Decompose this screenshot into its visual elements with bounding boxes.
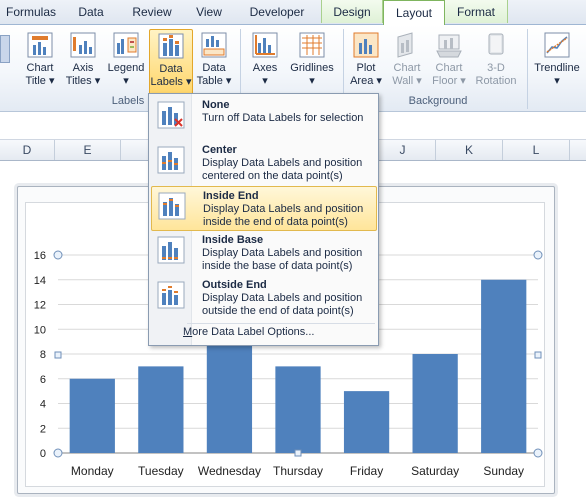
tab-format[interactable]: Format [445, 0, 508, 23]
chart-title-button[interactable]: Chart Title ▾ [20, 29, 60, 93]
3d-rotation-button[interactable]: 3-D Rotation [471, 29, 521, 93]
data-labels-icon [156, 32, 186, 60]
column-header-d[interactable]: D [0, 140, 55, 160]
menu-item-outside-end[interactable]: Outside End Display Data Labels and posi… [151, 276, 375, 319]
chart-wall-icon [392, 31, 422, 59]
menu-item-description: Display Data Labels and position centere… [202, 157, 363, 182]
ribbon: Chart Title ▾ Axis Titles ▾ Legend ▾ Dat… [0, 25, 586, 112]
menu-item-description: Turn off Data Labels for selection [202, 112, 364, 124]
tab-view[interactable]: View [196, 5, 222, 19]
plot-area-icon [351, 31, 381, 59]
tab-review[interactable]: Review [132, 5, 172, 19]
menu-item-title: Outside End [202, 279, 267, 291]
group-separator [240, 29, 241, 109]
column-header-j[interactable]: J [370, 140, 436, 160]
inside-base-labels-icon [157, 236, 185, 264]
chart-title-icon [25, 31, 55, 59]
menu-item-title: Center [202, 144, 237, 156]
menu-item-title: Inside End [203, 190, 259, 202]
center-labels-icon [157, 146, 185, 174]
group-separator [343, 29, 344, 109]
data-table-button[interactable]: Data Table ▾ [194, 29, 234, 93]
3d-rotation-icon [481, 31, 511, 59]
more-data-label-options[interactable]: More Data Label Options... [183, 326, 315, 338]
chart-floor-button[interactable]: Chart Floor ▾ [428, 29, 470, 93]
menu-item-none[interactable]: None Turn off Data Labels for selection [151, 96, 375, 139]
data-table-icon [199, 31, 229, 59]
group-separator [527, 29, 528, 109]
gridlines-icon [297, 31, 327, 59]
gridlines-button[interactable]: Gridlines ▾ [286, 29, 338, 93]
data-labels-button[interactable]: Data Labels ▾ [149, 29, 193, 95]
menu-item-title: None [202, 99, 230, 111]
tab-data[interactable]: Data [78, 5, 104, 19]
plot-area-button[interactable]: Plot Area ▾ [348, 29, 384, 93]
menu-item-title: Inside Base [202, 234, 264, 246]
menu-separator [187, 323, 375, 324]
tab-developer[interactable]: Developer [249, 5, 305, 19]
axis-titles-button[interactable]: Axis Titles ▾ [63, 29, 103, 93]
trendline-icon [542, 31, 572, 59]
tab-formulas[interactable]: Formulas [5, 5, 56, 19]
trendline-button[interactable]: Trendline ▾ [530, 29, 584, 93]
tab-layout[interactable]: Layout [383, 0, 445, 25]
column-header-k[interactable]: K [436, 140, 503, 160]
none-labels-icon [157, 101, 185, 129]
menu-item-description: Display Data Labels and position inside … [203, 203, 364, 228]
outside-end-labels-icon [157, 281, 185, 309]
tab-design[interactable]: Design [321, 0, 383, 23]
legend-icon [111, 31, 141, 59]
menu-item-center[interactable]: Center Display Data Labels and position … [151, 141, 375, 184]
inside-end-labels-icon [158, 192, 186, 220]
chart-floor-icon [434, 31, 464, 59]
axis-titles-icon [68, 31, 98, 59]
group-label-labels: Labels [111, 95, 145, 107]
data-labels-dropdown: None Turn off Data Labels for selection … [148, 93, 379, 346]
axes-button[interactable]: Axes ▾ [246, 29, 284, 93]
partial-ribbon-icon [0, 35, 10, 63]
menu-item-description: Display Data Labels and position inside … [202, 247, 363, 272]
menu-item-inside-end[interactable]: Inside End Display Data Labels and posit… [151, 186, 377, 231]
group-label-background: Background [408, 95, 468, 107]
axes-icon [250, 31, 280, 59]
menu-item-description: Display Data Labels and position outside… [202, 292, 363, 317]
menu-item-inside-base[interactable]: Inside Base Display Data Labels and posi… [151, 231, 375, 274]
legend-button[interactable]: Legend ▾ [105, 29, 147, 93]
chart-wall-button[interactable]: Chart Wall ▾ [388, 29, 426, 93]
column-header-e[interactable]: E [55, 140, 121, 160]
ribbon-tab-strip: Formulas Data Review View Developer Desi… [0, 0, 586, 25]
column-header-l[interactable]: L [503, 140, 570, 160]
